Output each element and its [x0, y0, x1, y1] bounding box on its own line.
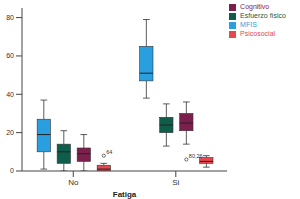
- html-text:Esfuerzo físico: Esfuerzo físico: [240, 12, 286, 19]
- svg-text:80: 80: [8, 14, 14, 21]
- svg-text:64: 64: [106, 149, 112, 155]
- svg-text:0: 0: [10, 167, 14, 174]
- svg-text:40: 40: [8, 91, 14, 98]
- svg-text:80,26: 80,26: [188, 153, 203, 159]
- svg-text:20: 20: [8, 129, 14, 136]
- svg-text:60: 60: [8, 52, 14, 59]
- svg-text:Si: Si: [172, 178, 179, 187]
- html-text:Cognitivo: Cognitivo: [240, 3, 270, 10]
- svg-text:No: No: [68, 178, 79, 187]
- html-text:Psicosocial: Psicosocial: [240, 30, 276, 37]
- svg-text:Fatiga: Fatiga: [113, 190, 137, 199]
- html-text:MFIS: MFIS: [240, 21, 257, 28]
